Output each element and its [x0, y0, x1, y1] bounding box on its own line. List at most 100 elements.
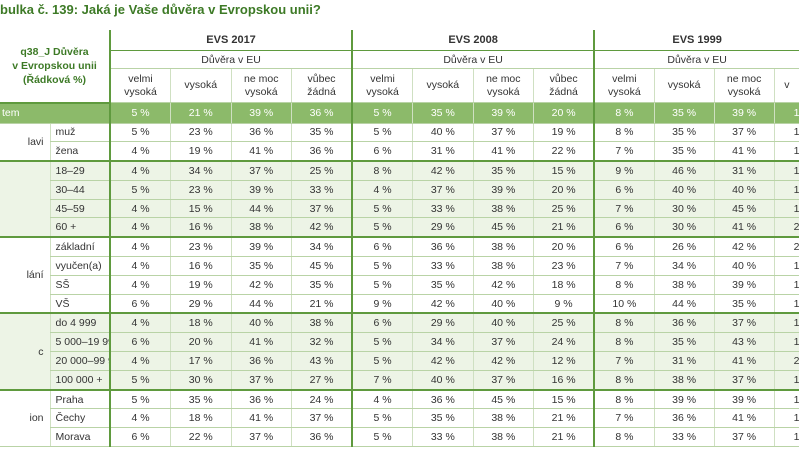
stub-header: q38_J Důvěra v Evropskou unii (Řádková %) — [0, 30, 111, 104]
value-cell: 15 % — [170, 199, 232, 219]
value-cell: 21 % — [170, 102, 232, 124]
value-cell: 42 % — [412, 160, 474, 181]
value-cell: 32 % — [291, 332, 353, 353]
value-cell: 34 % — [412, 332, 474, 353]
value-cell: 4 % — [109, 199, 171, 219]
value-cell: 2 — [773, 217, 800, 238]
value-cell: 1 — [773, 275, 800, 295]
value-cell: 41 % — [713, 408, 775, 429]
value-cell: 8 % — [593, 102, 655, 124]
value-cell: 24 % — [291, 388, 353, 410]
value-cell: 45 % — [713, 199, 775, 219]
value-cell: 1 — [773, 312, 800, 334]
value-cell: 5 % — [351, 256, 413, 276]
value-cell: 25 % — [291, 160, 353, 181]
value-cell: 39 % — [653, 388, 715, 410]
group-label — [0, 160, 50, 238]
value-cell: 38 % — [472, 408, 534, 429]
value-cell: 16 % — [170, 256, 232, 276]
value-cell: 7 % — [351, 370, 413, 391]
row-label: 60 + — [49, 217, 111, 238]
value-cell: 9 % — [533, 294, 595, 314]
value-cell: 35 % — [653, 102, 715, 124]
value-cell: 44 % — [230, 294, 292, 314]
value-cell: 40 % — [230, 312, 292, 334]
value-cell: 36 % — [412, 388, 474, 410]
value-cell: 1 — [773, 294, 800, 314]
value-cell: 1 — [773, 388, 800, 410]
value-cell: 36 % — [653, 312, 715, 334]
value-cell: 37 % — [713, 123, 775, 143]
value-cell: 36 % — [230, 123, 292, 143]
value-cell: 36 % — [230, 388, 292, 410]
value-cell: 8 % — [593, 312, 655, 334]
row-label: žena — [49, 141, 111, 162]
value-cell: 5 % — [109, 180, 171, 200]
value-cell: 7 % — [593, 351, 655, 371]
value-cell: 1 — [773, 160, 800, 181]
value-cell: 42 % — [472, 351, 534, 371]
group-label: lavi — [0, 123, 50, 162]
value-cell: 18 % — [170, 408, 232, 429]
row-label: muž — [49, 123, 111, 143]
value-cell: 1 — [773, 408, 800, 429]
data-row: 30–44 5 % 23 % 39 % 33 % 4 % 37 % 39 % 20 % 6 % 40… — [0, 180, 800, 200]
value-cell: 38 % — [472, 236, 534, 258]
value-cell: 34 % — [653, 256, 715, 276]
value-cell: 36 % — [412, 236, 474, 258]
value-cell: 37 % — [713, 427, 775, 448]
value-cell: 21 % — [533, 217, 595, 238]
value-cell: 10 % — [593, 294, 655, 314]
group-header: EVS 2017 — [109, 30, 353, 51]
column-header: ne moc vysoká — [472, 68, 534, 103]
value-cell: 37 % — [472, 332, 534, 353]
value-cell: 33 % — [412, 199, 474, 219]
value-cell: 35 % — [653, 332, 715, 353]
value-cell: 8 % — [593, 370, 655, 391]
value-cell: 6 % — [351, 236, 413, 258]
value-cell: 39 % — [472, 180, 534, 200]
value-cell: 19 % — [533, 123, 595, 143]
value-cell: 40 % — [412, 123, 474, 143]
value-cell: 37 % — [230, 370, 292, 391]
data-row: VŠ 6 % 29 % 44 % 21 % 9 % 42 % 40 % 9 % 10 % 44 % 3… — [0, 294, 800, 314]
value-cell: 42 % — [291, 217, 353, 238]
row-label: 100 000 + — [49, 370, 111, 391]
column-header: velmi vysoká — [593, 68, 655, 103]
value-cell: 30 % — [653, 199, 715, 219]
value-cell: 36 % — [653, 408, 715, 429]
value-cell: 25 % — [533, 312, 595, 334]
row-label: 30–44 — [49, 180, 111, 200]
value-cell: 2 — [773, 351, 800, 371]
value-cell: 40 % — [713, 180, 775, 200]
column-header: velmi vysoká — [351, 68, 413, 103]
column-header: ne moc vysoká — [230, 68, 292, 103]
value-cell: 31 % — [653, 351, 715, 371]
row-label: Čechy — [49, 408, 111, 429]
value-cell: 8 % — [593, 388, 655, 410]
value-cell: 33 % — [412, 256, 474, 276]
value-cell: 44 % — [653, 294, 715, 314]
value-cell: 7 % — [593, 199, 655, 219]
value-cell: 8 % — [593, 332, 655, 353]
table-head: q38_J Důvěra v Evropskou unii (Řádková %) E… — [0, 30, 800, 104]
value-cell: 19 % — [170, 275, 232, 295]
value-cell: 5 % — [351, 427, 413, 448]
value-cell: 16 % — [533, 370, 595, 391]
value-cell: 42 % — [412, 351, 474, 371]
value-cell: 42 % — [713, 236, 775, 258]
value-cell: 33 % — [412, 427, 474, 448]
column-header: vysoká — [412, 68, 474, 103]
value-cell: 31 % — [412, 141, 474, 162]
value-cell: 2 — [773, 236, 800, 258]
data-row: lání základní 4 % 23 % 39 % 34 % 6 % 36 % 38 % 20… — [0, 236, 800, 314]
value-cell: 36 % — [291, 141, 353, 162]
value-cell: 21 % — [533, 408, 595, 429]
value-cell: 38 % — [472, 199, 534, 219]
value-cell: 37 % — [472, 370, 534, 391]
value-cell: 1 — [773, 123, 800, 143]
value-cell: 5 % — [351, 332, 413, 353]
group-label: ion — [0, 388, 50, 448]
value-cell: 45 % — [472, 217, 534, 238]
data-row: ion Praha 5 % 35 % 36 % 24 % 4 % 36 % 45 % 15 % 8 … — [0, 388, 800, 448]
